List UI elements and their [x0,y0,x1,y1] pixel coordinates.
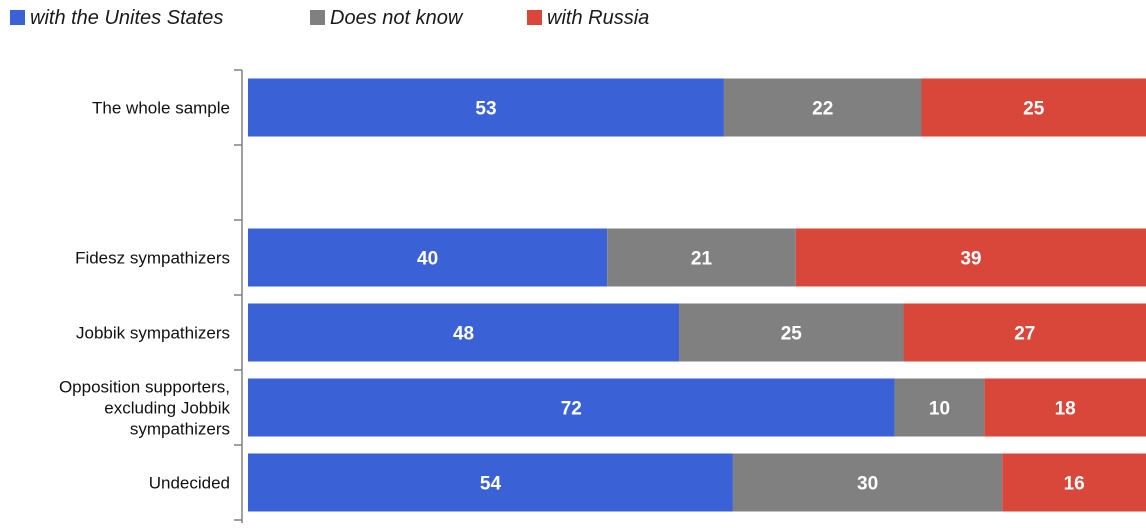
data-label: 16 [1064,474,1085,495]
legend-label: with Russia [547,7,649,29]
data-label: 72 [561,399,582,420]
legend-item-with-the-unites-states: with the Unites States [10,7,223,29]
data-label: 40 [417,249,438,270]
data-label: 18 [1055,399,1076,420]
data-label: 27 [1014,324,1035,345]
category-label: Undecided [149,474,230,493]
legend: with the Unites States Does not know with … [10,7,649,29]
category-label: The whole sample [92,99,230,118]
legend-label: Does not know [330,7,464,29]
data-label: 10 [929,399,950,420]
data-label: 54 [480,474,502,495]
data-label: 30 [857,474,878,495]
category-labels: The whole sample Fidesz sympathizers Jobbi… [59,99,231,493]
legend-label: with the Unites States [30,7,223,29]
legend-item-does-not-know: Does not know [310,7,464,29]
category-label: Fidesz sympathizers [75,249,230,268]
data-label: 48 [453,324,474,345]
data-label: 25 [1023,99,1045,120]
legend-item-with-russia: with Russia [527,7,649,29]
data-label: 22 [812,99,833,120]
data-label: 21 [691,249,713,270]
data-label: 25 [781,324,803,345]
data-label: 39 [960,249,981,270]
data-label: 53 [475,99,496,120]
legend-swatch [10,10,25,25]
category-axis [234,70,242,523]
bars [248,79,1146,512]
legend-swatch [310,10,325,25]
category-label: Jobbik sympathizers [76,324,230,343]
legend-swatch [527,10,542,25]
